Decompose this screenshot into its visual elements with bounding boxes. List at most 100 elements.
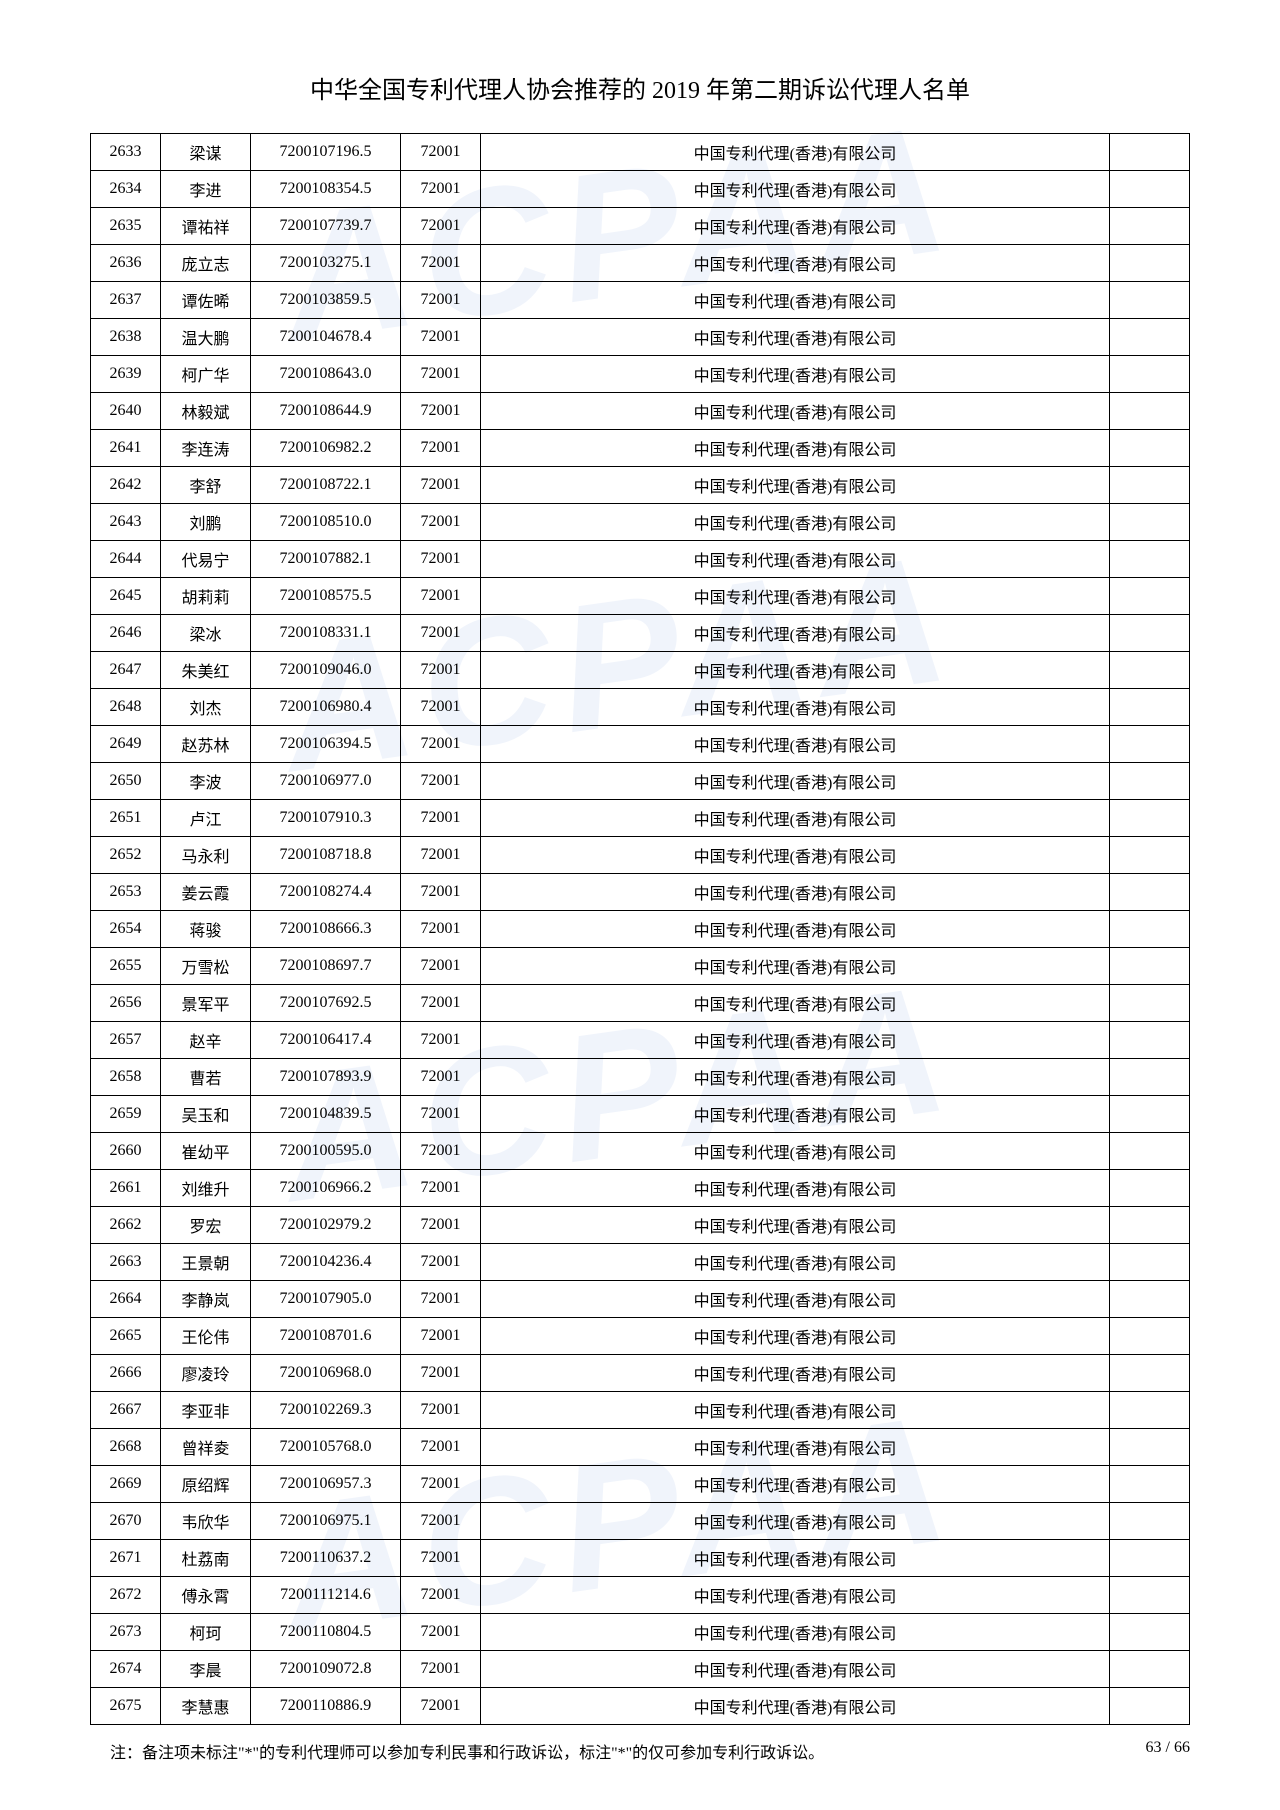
table-row: 2643刘鹏7200108510.072001中国专利代理(香港)有限公司 — [91, 504, 1190, 541]
cell-remark — [1110, 1651, 1190, 1688]
cell-name: 吴玉和 — [161, 1096, 251, 1133]
cell-number: 7200107910.3 — [251, 800, 401, 837]
cell-company: 中国专利代理(香港)有限公司 — [481, 1503, 1110, 1540]
cell-index: 2673 — [91, 1614, 161, 1651]
cell-index: 2663 — [91, 1244, 161, 1281]
footer-note: 注：备注项未标注"*"的专利代理师可以参加专利民事和行政诉讼，标注"*"的仅可参… — [90, 1739, 1146, 1763]
table-row: 2657赵辛7200106417.472001中国专利代理(香港)有限公司 — [91, 1022, 1190, 1059]
table-row: 2636庞立志7200103275.172001中国专利代理(香港)有限公司 — [91, 245, 1190, 282]
cell-number: 7200106980.4 — [251, 689, 401, 726]
table-row: 2654蒋骏7200108666.372001中国专利代理(香港)有限公司 — [91, 911, 1190, 948]
cell-code: 72001 — [401, 134, 481, 171]
cell-index: 2665 — [91, 1318, 161, 1355]
cell-number: 7200108701.6 — [251, 1318, 401, 1355]
cell-code: 72001 — [401, 1059, 481, 1096]
cell-index: 2657 — [91, 1022, 161, 1059]
cell-number: 7200106977.0 — [251, 763, 401, 800]
cell-name: 崔幼平 — [161, 1133, 251, 1170]
cell-name: 梁冰 — [161, 615, 251, 652]
cell-name: 代易宁 — [161, 541, 251, 578]
cell-company: 中国专利代理(香港)有限公司 — [481, 1540, 1110, 1577]
cell-company: 中国专利代理(香港)有限公司 — [481, 1614, 1110, 1651]
table-row: 2664李静岚7200107905.072001中国专利代理(香港)有限公司 — [91, 1281, 1190, 1318]
table-row: 2648刘杰7200106980.472001中国专利代理(香港)有限公司 — [91, 689, 1190, 726]
table-row: 2660崔幼平7200100595.072001中国专利代理(香港)有限公司 — [91, 1133, 1190, 1170]
cell-index: 2658 — [91, 1059, 161, 1096]
cell-remark — [1110, 911, 1190, 948]
cell-company: 中国专利代理(香港)有限公司 — [481, 1059, 1110, 1096]
cell-number: 7200102979.2 — [251, 1207, 401, 1244]
cell-company: 中国专利代理(香港)有限公司 — [481, 1392, 1110, 1429]
cell-code: 72001 — [401, 245, 481, 282]
cell-number: 7200103275.1 — [251, 245, 401, 282]
cell-company: 中国专利代理(香港)有限公司 — [481, 1096, 1110, 1133]
cell-name: 傅永霄 — [161, 1577, 251, 1614]
cell-number: 7200108644.9 — [251, 393, 401, 430]
cell-code: 72001 — [401, 689, 481, 726]
cell-number: 7200106417.4 — [251, 1022, 401, 1059]
cell-remark — [1110, 948, 1190, 985]
cell-name: 李连涛 — [161, 430, 251, 467]
cell-number: 7200104236.4 — [251, 1244, 401, 1281]
cell-code: 72001 — [401, 1244, 481, 1281]
cell-number: 7200107739.7 — [251, 208, 401, 245]
cell-number: 7200105768.0 — [251, 1429, 401, 1466]
cell-index: 2661 — [91, 1170, 161, 1207]
cell-number: 7200109072.8 — [251, 1651, 401, 1688]
cell-number: 7200108666.3 — [251, 911, 401, 948]
cell-remark — [1110, 1022, 1190, 1059]
table-row: 2653姜云霞7200108274.472001中国专利代理(香港)有限公司 — [91, 874, 1190, 911]
table-row: 2656景军平7200107692.572001中国专利代理(香港)有限公司 — [91, 985, 1190, 1022]
cell-index: 2646 — [91, 615, 161, 652]
cell-remark — [1110, 1688, 1190, 1725]
cell-company: 中国专利代理(香港)有限公司 — [481, 319, 1110, 356]
agent-table: 2633梁谋7200107196.572001中国专利代理(香港)有限公司263… — [90, 133, 1190, 1725]
cell-company: 中国专利代理(香港)有限公司 — [481, 985, 1110, 1022]
cell-code: 72001 — [401, 1022, 481, 1059]
cell-number: 7200108643.0 — [251, 356, 401, 393]
cell-index: 2638 — [91, 319, 161, 356]
cell-company: 中国专利代理(香港)有限公司 — [481, 874, 1110, 911]
cell-code: 72001 — [401, 541, 481, 578]
cell-name: 王景朝 — [161, 1244, 251, 1281]
table-row: 2673柯珂7200110804.572001中国专利代理(香港)有限公司 — [91, 1614, 1190, 1651]
cell-index: 2633 — [91, 134, 161, 171]
cell-code: 72001 — [401, 652, 481, 689]
page-number: 63 / 66 — [1146, 1739, 1190, 1763]
cell-number: 7200103859.5 — [251, 282, 401, 319]
cell-company: 中国专利代理(香港)有限公司 — [481, 1355, 1110, 1392]
cell-number: 7200107692.5 — [251, 985, 401, 1022]
cell-remark — [1110, 615, 1190, 652]
cell-code: 72001 — [401, 911, 481, 948]
cell-number: 7200107196.5 — [251, 134, 401, 171]
cell-name: 李静岚 — [161, 1281, 251, 1318]
cell-number: 7200106957.3 — [251, 1466, 401, 1503]
cell-remark — [1110, 985, 1190, 1022]
cell-code: 72001 — [401, 1133, 481, 1170]
table-row: 2650李波7200106977.072001中国专利代理(香港)有限公司 — [91, 763, 1190, 800]
cell-code: 72001 — [401, 467, 481, 504]
cell-name: 庞立志 — [161, 245, 251, 282]
table-row: 2634李进7200108354.572001中国专利代理(香港)有限公司 — [91, 171, 1190, 208]
table-row: 2646梁冰7200108331.172001中国专利代理(香港)有限公司 — [91, 615, 1190, 652]
table-row: 2658曹若7200107893.972001中国专利代理(香港)有限公司 — [91, 1059, 1190, 1096]
cell-name: 原绍辉 — [161, 1466, 251, 1503]
cell-number: 7200110886.9 — [251, 1688, 401, 1725]
cell-company: 中国专利代理(香港)有限公司 — [481, 504, 1110, 541]
cell-remark — [1110, 319, 1190, 356]
cell-remark — [1110, 134, 1190, 171]
cell-company: 中国专利代理(香港)有限公司 — [481, 689, 1110, 726]
cell-remark — [1110, 1170, 1190, 1207]
cell-code: 72001 — [401, 1429, 481, 1466]
cell-name: 赵辛 — [161, 1022, 251, 1059]
cell-name: 谭佐晞 — [161, 282, 251, 319]
table-row: 2662罗宏7200102979.272001中国专利代理(香港)有限公司 — [91, 1207, 1190, 1244]
cell-code: 72001 — [401, 948, 481, 985]
cell-number: 7200106982.2 — [251, 430, 401, 467]
cell-index: 2668 — [91, 1429, 161, 1466]
cell-remark — [1110, 393, 1190, 430]
cell-number: 7200111214.6 — [251, 1577, 401, 1614]
cell-remark — [1110, 578, 1190, 615]
cell-company: 中国专利代理(香港)有限公司 — [481, 1429, 1110, 1466]
table-row: 2641李连涛7200106982.272001中国专利代理(香港)有限公司 — [91, 430, 1190, 467]
